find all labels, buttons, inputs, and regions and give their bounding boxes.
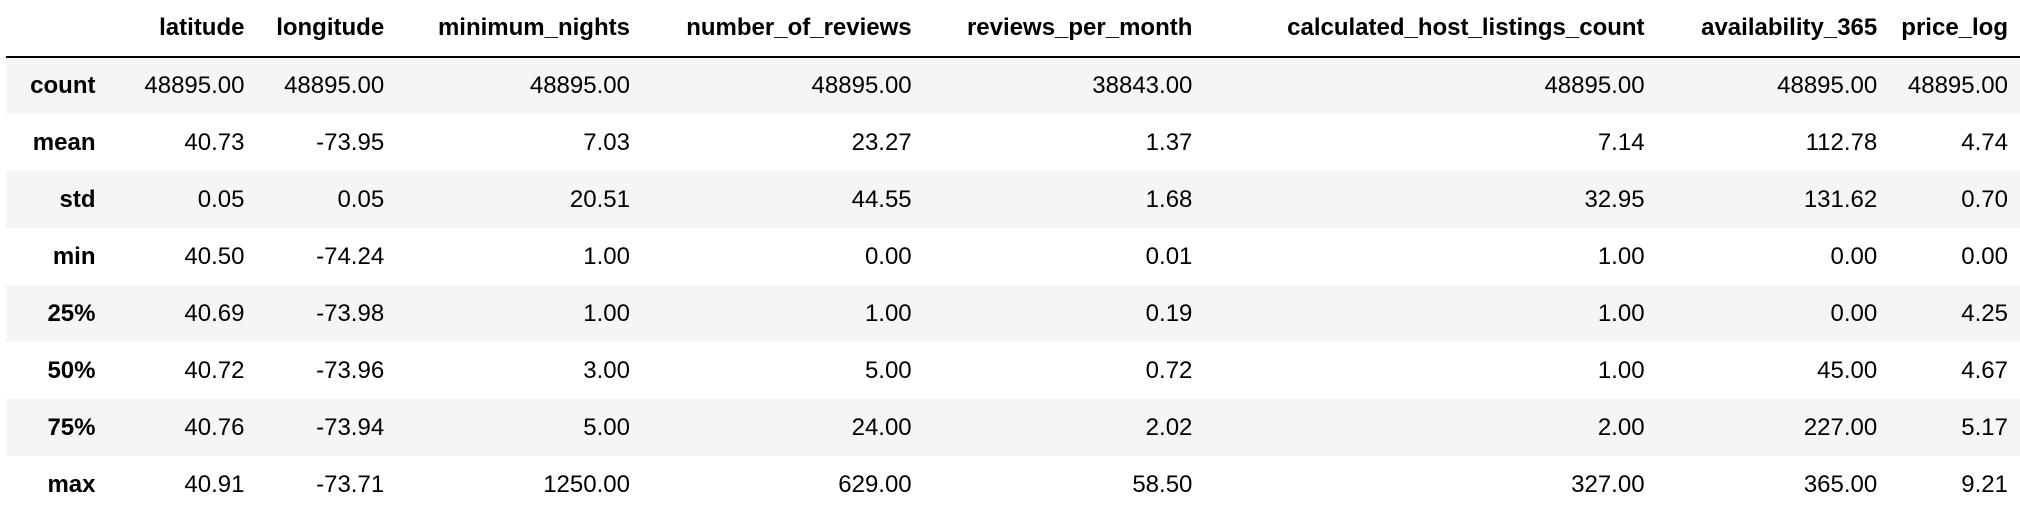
table-row: count 48895.00 48895.00 48895.00 48895.0… [6,57,2020,114]
row-label: 50% [47,356,96,384]
table-cell: 1.00 [1597,299,1645,327]
row-label: std [59,185,96,213]
table-cell: 327.00 [1571,470,1645,498]
table-row: min 40.50 -74.24 1.00 0.00 0.01 1.00 0.0… [6,228,2020,285]
table-cell: 24.00 [851,413,912,441]
table-row: 25% 40.69 -73.98 1.00 1.00 0.19 1.00 0.0… [6,285,2020,342]
table-cell: 4.74 [1961,128,2008,156]
table-cell: 2.00 [1597,413,1645,441]
table-row: 50% 40.72 -73.96 3.00 5.00 0.72 1.00 45.… [6,342,2020,399]
table-cell: 48895.00 [144,72,245,99]
table-cell: -73.98 [316,299,385,327]
table-cell: 45.00 [1817,356,1878,384]
table-cell: 4.25 [1961,299,2008,327]
table-cell: 0.00 [1830,299,1878,327]
table-cell: 5.00 [864,356,912,384]
table-cell: 48895.00 [284,72,385,99]
table-cell: 1250.00 [543,470,630,498]
table-cell: 23.27 [851,128,912,156]
table-cell: 1.37 [1145,128,1193,156]
column-header: availability_365 [1656,0,1890,58]
table-cell: 48895.00 [1544,72,1645,99]
column-header: number_of_reviews [641,0,924,58]
column-header: longitude [256,0,397,58]
row-label: count [30,72,96,99]
table-cell: 0.05 [197,185,245,213]
table-cell: 1.00 [583,242,630,270]
column-header: latitude [107,0,257,58]
header-row: latitude longitude minimum_nights number… [6,0,2020,58]
table-cell: 0.00 [1961,242,2008,270]
table-row: std 0.05 0.05 20.51 44.55 1.68 32.95 131… [6,171,2020,228]
column-header: minimum_nights [396,0,642,58]
row-label: mean [32,128,96,156]
table-cell: 1.00 [1597,242,1645,270]
table-cell: 5.17 [1961,413,2008,441]
table-cell: 0.01 [1145,242,1193,270]
table-cell: -73.94 [316,413,385,441]
table-cell: 0.19 [1145,299,1193,327]
table-cell: -73.95 [316,128,385,156]
table-cell: 40.72 [184,356,245,384]
row-label: 75% [47,413,96,441]
table-cell: -73.71 [316,470,385,498]
table-header: latitude longitude minimum_nights number… [6,0,2020,58]
describe-table: latitude longitude minimum_nights number… [6,0,2020,513]
table-cell: -73.96 [316,356,385,384]
table-cell: 48895.00 [529,72,630,99]
column-header: calculated_host_listings_count [1204,0,1657,58]
table-cell: 0.70 [1961,185,2008,213]
table-cell: 1.00 [864,299,912,327]
table-cell: 0.05 [337,185,385,213]
table-cell: -74.24 [316,242,385,270]
table-cell: 48895.00 [1907,72,2008,99]
table-cell: 9.21 [1961,470,2008,498]
table-cell: 7.14 [1597,128,1645,156]
table-cell: 40.91 [184,470,245,498]
table-cell: 629.00 [838,470,912,498]
column-header: reviews_per_month [923,0,1205,58]
table-cell: 48895.00 [1777,72,1878,99]
table-cell: 7.03 [583,128,630,156]
table-cell: 1.68 [1145,185,1193,213]
table-cell: 1.00 [1597,356,1645,384]
table-row: 75% 40.76 -73.94 5.00 24.00 2.02 2.00 22… [6,399,2020,456]
table-cell: 32.95 [1584,185,1645,213]
table-cell: 0.72 [1145,356,1193,384]
table-cell: 44.55 [851,185,912,213]
table-row: max 40.91 -73.71 1250.00 629.00 58.50 32… [6,456,2020,513]
table-cell: 365.00 [1803,470,1878,498]
index-header [6,0,108,58]
table-cell: 38843.00 [1092,72,1193,99]
table-cell: 40.73 [184,128,245,156]
table-cell: 48895.00 [811,72,912,99]
table-cell: 40.76 [184,413,245,441]
table-cell: 1.00 [583,299,630,327]
row-label: 25% [47,299,96,327]
table-body: count 48895.00 48895.00 48895.00 48895.0… [6,57,2020,513]
table-row: mean 40.73 -73.95 7.03 23.27 1.37 7.14 1… [6,114,2020,171]
table-cell: 0.00 [864,242,912,270]
table-cell: 5.00 [583,413,630,441]
row-label: max [47,470,96,498]
table-cell: 58.50 [1132,470,1193,498]
table-cell: 0.00 [1830,242,1878,270]
column-header: price_log [1889,0,2020,58]
table-cell: 4.67 [1961,356,2008,384]
table-cell: 40.69 [184,299,245,327]
table-cell: 3.00 [583,356,630,384]
table-cell: 112.78 [1805,128,1878,156]
table-cell: 2.02 [1145,413,1193,441]
table-cell: 20.51 [569,185,630,213]
table-cell: 40.50 [184,242,245,270]
table-cell: 131.62 [1803,185,1878,213]
row-label: min [52,242,96,270]
table-cell: 227.00 [1803,413,1878,441]
